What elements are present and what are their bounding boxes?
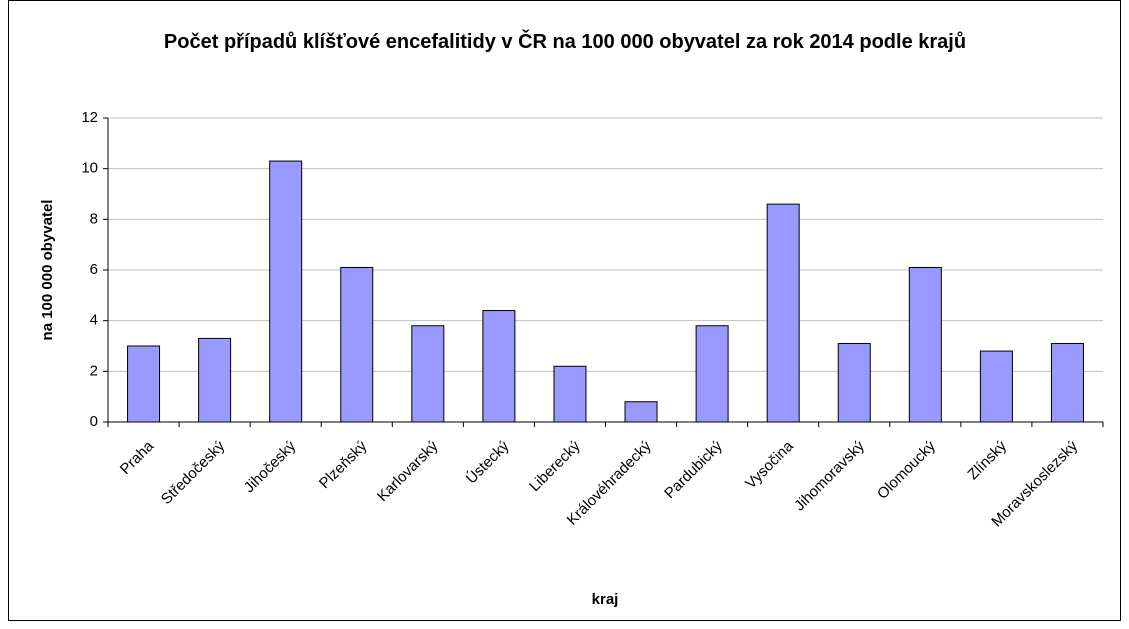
y-tick-label: 0 xyxy=(90,413,98,430)
bar xyxy=(908,266,942,423)
y-tick-label: 10 xyxy=(81,160,98,177)
bar xyxy=(979,350,1013,423)
bar xyxy=(482,310,516,423)
bar xyxy=(766,203,800,423)
y-tick-label: 12 xyxy=(81,109,98,126)
y-tick-label: 8 xyxy=(90,210,98,227)
bar xyxy=(553,365,587,423)
y-tick-label: 6 xyxy=(90,261,98,278)
bar xyxy=(340,266,374,423)
bar xyxy=(269,160,303,423)
chart-title: Počet případů klíšťové encefalitidy v ČR… xyxy=(163,31,967,53)
bar xyxy=(198,337,232,423)
y-axis-label: na 100 000 obyvatel xyxy=(39,200,56,341)
bar xyxy=(837,342,871,423)
bar xyxy=(127,345,161,423)
chart-border xyxy=(8,0,1121,621)
bar xyxy=(695,325,729,423)
y-tick-label: 4 xyxy=(90,312,98,329)
bar xyxy=(411,325,445,423)
x-axis-label: kraj xyxy=(592,591,619,608)
bar xyxy=(624,401,658,423)
bar xyxy=(1050,342,1084,423)
y-tick-label: 2 xyxy=(90,362,98,379)
